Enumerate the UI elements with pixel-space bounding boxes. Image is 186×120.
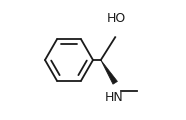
Polygon shape — [101, 60, 117, 84]
Text: HN: HN — [105, 91, 124, 104]
Text: HO: HO — [107, 12, 126, 24]
